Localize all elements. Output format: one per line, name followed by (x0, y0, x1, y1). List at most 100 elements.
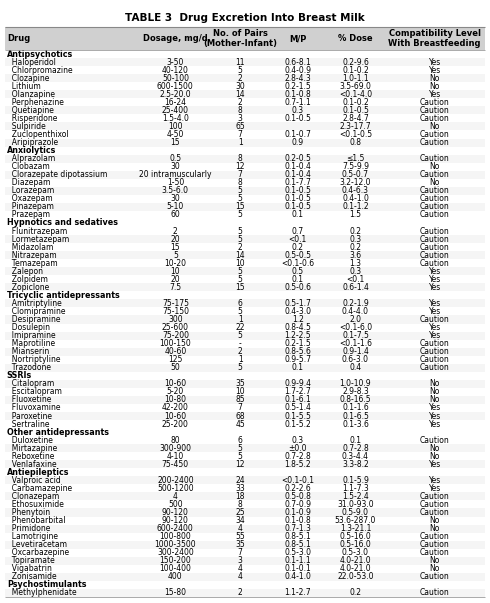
Text: <0.1-4.0: <0.1-4.0 (339, 90, 372, 99)
Text: No: No (430, 379, 440, 388)
Text: 8: 8 (238, 500, 243, 509)
Text: 0.1-7.5: 0.1-7.5 (342, 331, 369, 340)
Text: Zolpidem: Zolpidem (7, 275, 48, 284)
Text: 40-60: 40-60 (164, 347, 187, 356)
Text: 0.2: 0.2 (349, 242, 362, 251)
Text: No: No (430, 387, 440, 396)
Text: 3: 3 (238, 557, 243, 565)
Text: Clozapine: Clozapine (7, 74, 49, 83)
Text: 0.1-1.1: 0.1-1.1 (285, 557, 311, 565)
Text: 2: 2 (238, 74, 243, 83)
Text: Oxazepam: Oxazepam (7, 194, 52, 203)
Text: No: No (430, 557, 440, 565)
Bar (5, 58, 485, 66)
Text: Tricyclic antidepressants: Tricyclic antidepressants (7, 291, 120, 300)
Text: 3-50: 3-50 (167, 58, 184, 66)
Text: 1.5-2.4: 1.5-2.4 (342, 492, 369, 501)
Text: 0.1-0.5: 0.1-0.5 (284, 114, 311, 123)
Text: 15: 15 (235, 203, 245, 212)
Text: <0.1-0.5: <0.1-0.5 (339, 130, 372, 139)
Bar (5, 315, 485, 323)
Text: 40-120: 40-120 (162, 66, 189, 75)
Text: 2.9-8.3: 2.9-8.3 (342, 387, 369, 396)
Text: 22: 22 (236, 323, 245, 332)
Text: 0.5-16.0: 0.5-16.0 (340, 532, 371, 541)
Text: Desipramine: Desipramine (7, 315, 60, 324)
Text: 7: 7 (238, 403, 243, 412)
Bar (5, 308, 485, 315)
Text: Yes: Yes (429, 267, 441, 276)
Text: Valproic acid: Valproic acid (7, 476, 61, 485)
Text: TABLE 3  Drug Excretion Into Breast Milk: TABLE 3 Drug Excretion Into Breast Milk (125, 13, 365, 24)
Text: 0.8-5.6: 0.8-5.6 (284, 347, 311, 356)
Text: 10-60: 10-60 (164, 379, 186, 388)
Bar (5, 66, 485, 74)
Text: 0.1-0.4: 0.1-0.4 (284, 162, 311, 171)
Bar (5, 404, 485, 412)
Text: 5: 5 (238, 66, 243, 75)
Text: 0.1-0.4: 0.1-0.4 (284, 170, 311, 179)
Text: 90-120: 90-120 (162, 516, 189, 525)
Text: 1: 1 (238, 138, 243, 147)
Text: 8: 8 (238, 106, 243, 115)
Text: No: No (430, 452, 440, 461)
Text: 0.1-5.2: 0.1-5.2 (285, 420, 311, 429)
Text: 1.5: 1.5 (349, 210, 362, 219)
Text: 90-120: 90-120 (162, 508, 189, 517)
Text: 5: 5 (238, 194, 243, 203)
Text: 0.5-3.0: 0.5-3.0 (342, 548, 369, 557)
Text: 4: 4 (238, 572, 243, 581)
Text: 68: 68 (235, 411, 245, 420)
Text: 4: 4 (238, 524, 243, 533)
Text: 2.3-17.7: 2.3-17.7 (340, 122, 371, 131)
Text: Caution: Caution (420, 508, 449, 517)
Text: 1: 1 (238, 315, 243, 324)
Text: 0.8-5.1: 0.8-5.1 (285, 540, 311, 549)
Text: Trazodone: Trazodone (7, 363, 51, 372)
Text: 500: 500 (168, 500, 183, 509)
Bar (5, 589, 485, 597)
Bar (5, 115, 485, 122)
Bar (5, 396, 485, 404)
Text: 2: 2 (173, 227, 178, 236)
Text: No: No (430, 564, 440, 573)
Text: 80: 80 (171, 435, 180, 444)
Text: No: No (430, 82, 440, 90)
Text: 0.4-1.0: 0.4-1.0 (342, 194, 369, 203)
Text: Maprotiline: Maprotiline (7, 339, 55, 348)
Text: 1.0-1.1: 1.0-1.1 (342, 74, 369, 83)
Text: 20: 20 (171, 235, 180, 244)
Text: Citalopram: Citalopram (7, 379, 54, 388)
Text: 500-1200: 500-1200 (157, 484, 194, 493)
Text: 25-400: 25-400 (162, 106, 189, 115)
Text: 1.2: 1.2 (292, 315, 304, 324)
Text: Yes: Yes (429, 411, 441, 420)
Text: 22.0-53.0: 22.0-53.0 (337, 572, 374, 581)
Text: No: No (430, 162, 440, 171)
Text: Zopiclone: Zopiclone (7, 283, 49, 292)
Text: 0.1-6.1: 0.1-6.1 (285, 396, 311, 405)
Text: 400: 400 (168, 572, 183, 581)
Text: Ethosuximide: Ethosuximide (7, 500, 64, 509)
Text: 10: 10 (235, 259, 245, 268)
Text: 10: 10 (235, 387, 245, 396)
Text: Caution: Caution (420, 355, 449, 364)
Text: ≤1.5: ≤1.5 (346, 154, 365, 163)
Text: 125: 125 (168, 355, 183, 364)
Text: 14: 14 (235, 251, 245, 260)
Text: 15: 15 (235, 283, 245, 292)
Text: Duloxetine: Duloxetine (7, 435, 53, 444)
Text: 5-20: 5-20 (167, 387, 184, 396)
Text: Caution: Caution (420, 242, 449, 251)
Text: No: No (430, 524, 440, 533)
Text: 33: 33 (235, 484, 245, 493)
Text: Caution: Caution (420, 106, 449, 115)
Bar (5, 139, 485, 147)
Text: 20: 20 (171, 275, 180, 284)
Text: 0.1-0.5: 0.1-0.5 (284, 194, 311, 203)
Text: 4: 4 (173, 492, 178, 501)
Text: Zalepon: Zalepon (7, 267, 43, 276)
Text: <0.1-6.0: <0.1-6.0 (339, 323, 372, 332)
Text: 0.7-2.8: 0.7-2.8 (342, 444, 369, 453)
Text: Yes: Yes (429, 283, 441, 292)
